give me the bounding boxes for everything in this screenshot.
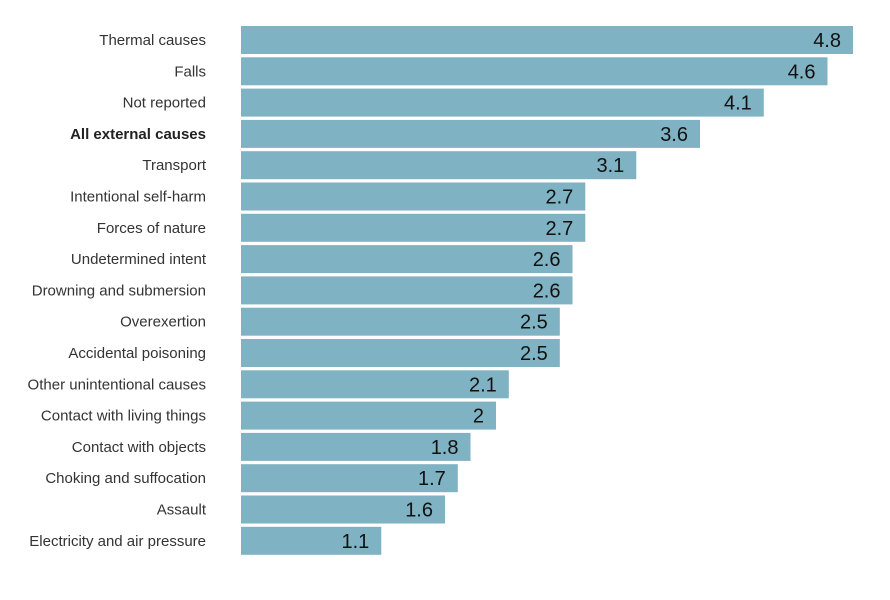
- bar: [241, 245, 573, 274]
- category-label: Overexertion: [120, 314, 206, 331]
- value-label: 1.1: [341, 531, 369, 553]
- category-label: Falls: [174, 63, 206, 80]
- category-label: Transport: [142, 157, 206, 174]
- category-label: Contact with objects: [72, 439, 206, 456]
- category-label: Other unintentional causes: [28, 376, 206, 393]
- bar: [241, 276, 573, 305]
- category-label: Not reported: [123, 95, 206, 112]
- bar: [241, 495, 445, 524]
- value-label: 3.6: [660, 124, 688, 146]
- category-label: Thermal causes: [99, 32, 206, 49]
- bar: [241, 151, 637, 180]
- value-labels: 4.8 4.6 4.1 3.6 3.1 2.7 2.7 2.6 2.6 2.5 2.5 2.1 2 1.8…: [341, 30, 841, 553]
- value-label: 2.5: [520, 343, 548, 365]
- bar: [241, 26, 853, 54]
- bar: [241, 213, 586, 242]
- bar: [241, 339, 560, 367]
- category-label: Intentional self-harm: [70, 189, 206, 206]
- bar: [241, 370, 509, 399]
- bar: [241, 401, 496, 430]
- bar: [241, 182, 586, 211]
- value-label: 1.7: [418, 468, 446, 490]
- category-label: Assault: [157, 502, 207, 519]
- category-label: Undetermined intent: [71, 251, 207, 268]
- value-label: 2.7: [545, 218, 573, 240]
- category-label: Drowning and submersion: [32, 282, 206, 299]
- category-label: Choking and suffocation: [45, 470, 206, 487]
- value-label: 2.6: [533, 249, 561, 271]
- category-label: All external causes: [70, 126, 206, 143]
- bar: [241, 57, 828, 86]
- value-label: 2.1: [469, 374, 497, 396]
- category-label: Accidental poisoning: [68, 345, 206, 362]
- category-label: Forces of nature: [97, 220, 206, 237]
- bar: [241, 119, 700, 148]
- category-label: Contact with living things: [41, 408, 206, 425]
- bar: [241, 88, 764, 117]
- value-label: 1.8: [431, 437, 459, 459]
- value-label: 2.6: [533, 280, 561, 302]
- category-label: Electricity and air pressure: [29, 533, 206, 550]
- value-label: 2.5: [520, 312, 548, 334]
- bars-layer: [241, 26, 853, 555]
- value-label: 2: [473, 406, 484, 428]
- bar: [241, 307, 560, 336]
- category-labels: Thermal causes Falls Not reported All exter…: [28, 32, 207, 550]
- value-label: 4.8: [813, 30, 841, 52]
- bar: [241, 464, 458, 493]
- value-label: 3.1: [596, 155, 624, 177]
- value-label: 2.7: [545, 187, 573, 209]
- value-label: 4.1: [724, 93, 752, 115]
- bar: [241, 526, 382, 555]
- bar: [241, 432, 471, 461]
- value-label: 1.6: [405, 500, 433, 522]
- value-label: 4.6: [788, 61, 816, 83]
